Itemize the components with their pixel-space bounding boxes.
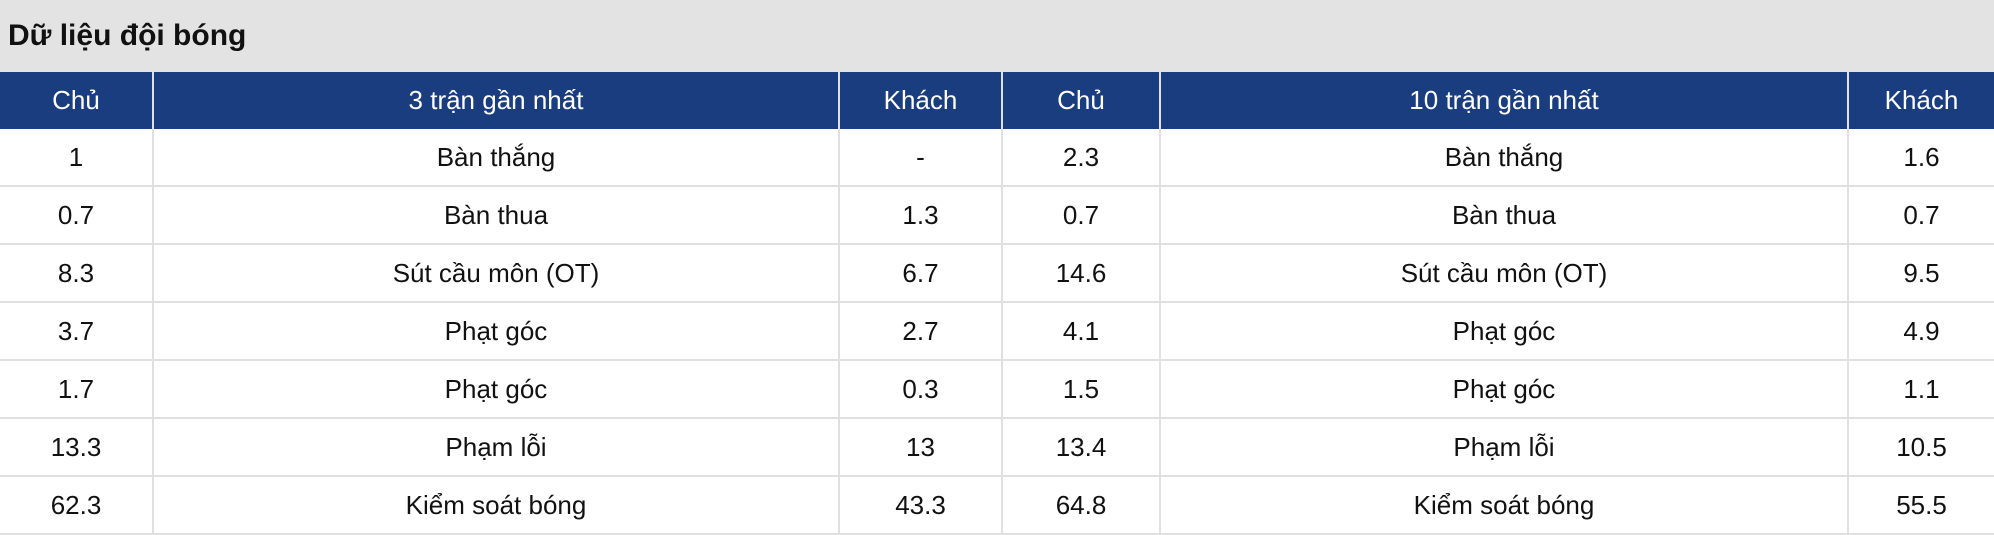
- column-header-home-3: Chủ: [0, 72, 153, 129]
- stat-label-cell: Sút cầu môn (OT): [152, 244, 839, 303]
- stat-value-cell: 55.5: [1847, 476, 1994, 535]
- stat-value-cell: 1.6: [1847, 129, 1994, 187]
- stat-label-cell: Phạt góc: [152, 302, 839, 361]
- stat-label-cell: Kiểm soát bóng: [1159, 476, 1848, 535]
- stat-label-cell: Bàn thua: [1159, 186, 1848, 245]
- stat-value-cell: 1.5: [1001, 360, 1160, 419]
- table-row: 13.3 Phạm lỗi 13 13.4 Phạm lỗi 10.5: [0, 418, 1994, 477]
- table-row: 8.3 Sút cầu môn (OT) 6.7 14.6 Sút cầu môn (O…: [0, 244, 1994, 303]
- stat-value-cell: 13.4: [1001, 418, 1160, 477]
- stat-value-cell: 4.1: [1001, 302, 1160, 361]
- table-row: 1.7 Phạt góc 0.3 1.5 Phạt góc 1.1: [0, 360, 1994, 419]
- column-header-stat-label-10-10: 10 trận gần nhất: [1159, 72, 1848, 129]
- stat-label-cell: Phạt góc: [1159, 360, 1848, 419]
- column-header-away-3: Khách: [838, 72, 1002, 129]
- column-header-home-10: Chủ: [1001, 72, 1160, 129]
- stat-value-cell: 10.5: [1847, 418, 1994, 477]
- stat-label-cell: Phạt góc: [1159, 302, 1848, 361]
- section-title: Dữ liệu đội bóng: [8, 19, 247, 52]
- stat-value-cell: 1.7: [0, 360, 153, 419]
- stat-label-cell: Phạm lỗi: [152, 418, 839, 477]
- stat-value-cell: 14.6: [1001, 244, 1160, 303]
- team-stats-table: Chủ 3 trận gần nhất Khách Chủ 10 trận gần nh…: [0, 72, 1994, 535]
- stat-value-cell: 13.3: [0, 418, 153, 477]
- stat-value-cell: 2.7: [838, 302, 1002, 361]
- column-header-stat-label-3-3: 3 trận gần nhất: [152, 72, 839, 129]
- stat-label-cell: Phạt góc: [152, 360, 839, 419]
- stat-value-cell: 1.3: [838, 186, 1002, 245]
- stat-value-cell: 0.7: [0, 186, 153, 245]
- stat-value-cell: 13: [838, 418, 1002, 477]
- table-row: 3.7 Phạt góc 2.7 4.1 Phạt góc 4.9: [0, 302, 1994, 361]
- stat-value-cell: 62.3: [0, 476, 153, 535]
- column-header-away-10: Khách: [1847, 72, 1994, 129]
- stat-label-cell: Sút cầu môn (OT): [1159, 244, 1848, 303]
- table-row: 62.3 Kiểm soát bóng 43.3 64.8 Kiểm soát bóng…: [0, 476, 1994, 535]
- stat-label-cell: Bàn thắng: [1159, 129, 1848, 187]
- stat-value-cell: 0.7: [1001, 186, 1160, 245]
- header-row: Chủ 3 trận gần nhất Khách Chủ 10 trận gần nh…: [0, 72, 1994, 129]
- table-row: 0.7 Bàn thua 1.3 0.7 Bàn thua 0.7: [0, 186, 1994, 245]
- stat-label-cell: Bàn thua: [152, 186, 839, 245]
- stat-value-cell: 64.8: [1001, 476, 1160, 535]
- stat-value-cell: 43.3: [838, 476, 1002, 535]
- table-row: 1 Bàn thắng -2.3 Bàn thắng 1.6: [0, 129, 1994, 187]
- stat-value-cell: 6.7: [838, 244, 1002, 303]
- stat-value-cell: 1.1: [1847, 360, 1994, 419]
- stat-value-cell: 9.5: [1847, 244, 1994, 303]
- stat-value-cell: 8.3: [0, 244, 153, 303]
- stat-label-cell: Bàn thắng: [152, 129, 839, 187]
- section-header: Dữ liệu đội bóng: [0, 0, 1994, 72]
- stat-value-cell: 0.3: [838, 360, 1002, 419]
- stat-value-cell: 1: [0, 129, 153, 187]
- stat-value-cell: 2.3: [1001, 129, 1160, 187]
- stat-value-cell: -: [838, 129, 1002, 187]
- stat-label-cell: Phạm lỗi: [1159, 418, 1848, 477]
- stat-value-cell: 3.7: [0, 302, 153, 361]
- stat-value-cell: 0.7: [1847, 186, 1994, 245]
- stat-value-cell: 4.9: [1847, 302, 1994, 361]
- stat-label-cell: Kiểm soát bóng: [152, 476, 839, 535]
